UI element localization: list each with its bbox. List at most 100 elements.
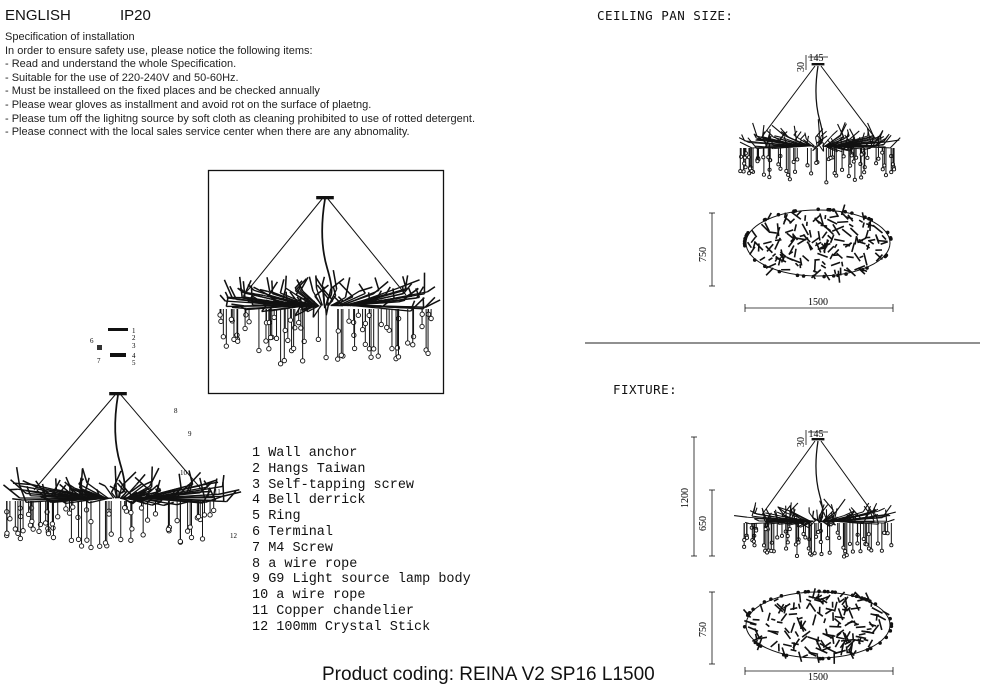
branch: [827, 245, 835, 253]
part-item: 5 Ring: [252, 509, 301, 525]
branch: [84, 477, 90, 494]
branch: [253, 289, 303, 307]
crystal-drop: [425, 350, 431, 357]
crystal-drop: [755, 159, 760, 164]
fixture-title: FIXTURE:: [613, 382, 678, 397]
branch: [744, 140, 795, 147]
crystal: [868, 599, 872, 603]
branch: [812, 145, 817, 152]
branch: [826, 647, 838, 654]
callout-number: 4: [132, 352, 136, 360]
branch: [789, 257, 802, 264]
branch: [871, 508, 879, 514]
branch: [780, 138, 807, 147]
branch: [382, 300, 391, 307]
branch: [848, 223, 854, 228]
crystal: [833, 590, 837, 595]
wire-rope: [820, 440, 875, 516]
callout-number: 8: [174, 407, 178, 415]
crystal-drop: [850, 549, 855, 554]
crystal: [806, 589, 811, 594]
branch: [326, 288, 332, 306]
branch: [853, 621, 858, 626]
branch: [145, 488, 162, 505]
crystal-drop: [75, 514, 81, 520]
branch: [833, 269, 837, 275]
branch: [840, 145, 891, 149]
branch: [814, 258, 820, 261]
crystal-drop: [803, 535, 808, 540]
crystal: [796, 590, 800, 595]
branch: [751, 504, 756, 517]
part-item: 2 Hangs Taiwan: [252, 461, 366, 477]
branch: [822, 641, 832, 649]
branch: [822, 145, 832, 149]
branch: [882, 134, 892, 146]
branch: [829, 625, 842, 628]
crystal-drop: [359, 326, 366, 333]
product-photo-frame: [207, 169, 445, 395]
branch: [821, 231, 828, 239]
branch: [788, 612, 798, 616]
branch: [815, 242, 822, 253]
branch: [868, 507, 875, 523]
branch: [150, 466, 153, 488]
branch: [797, 651, 803, 663]
wire-rope: [761, 440, 816, 516]
crystal-drop: [375, 353, 381, 359]
crystal-drop: [29, 518, 35, 525]
branch: [878, 507, 885, 512]
part-item: 6 Terminal: [252, 524, 334, 540]
branch: [799, 134, 806, 140]
branch: [833, 243, 838, 249]
crystal-drop: [129, 526, 135, 532]
crystal: [889, 622, 894, 626]
crystal-drop: [12, 526, 18, 532]
branch: [765, 516, 771, 525]
branch: [821, 260, 826, 266]
crystal-drop: [855, 541, 860, 546]
branch: [840, 643, 845, 656]
branch: [54, 478, 58, 490]
crystal-drop: [323, 354, 329, 361]
branch: [17, 488, 86, 499]
crystal-drop: [267, 334, 274, 341]
branch: [779, 253, 783, 259]
crystal-drop: [410, 333, 417, 340]
crystal: [844, 272, 848, 276]
crystal-drop: [749, 525, 754, 530]
crystal-drop: [243, 312, 249, 318]
crystal: [826, 207, 830, 212]
crystal-drop: [395, 354, 402, 360]
crystal: [827, 656, 831, 661]
crystal-drop: [70, 504, 76, 510]
branch: [333, 296, 354, 307]
branch: [734, 514, 748, 518]
branch: [406, 288, 419, 298]
branch: [308, 276, 314, 292]
crystal-drop: [419, 311, 425, 317]
crystal-drop: [882, 530, 887, 535]
callout-number: 7: [97, 357, 101, 365]
branch: [779, 131, 788, 140]
branch: [321, 276, 326, 285]
branch: [777, 603, 785, 614]
crystal: [860, 596, 864, 600]
branch: [850, 642, 854, 653]
branch: [771, 253, 777, 258]
branch: [858, 238, 864, 242]
crystal-drop: [108, 531, 114, 537]
pan-height-label: 30: [796, 437, 807, 447]
branch: [266, 294, 283, 305]
branch: [832, 511, 864, 522]
branch: [187, 471, 202, 487]
branch: [845, 267, 856, 277]
crystal-drop: [338, 352, 344, 358]
branch: [812, 214, 822, 223]
branch: [337, 296, 344, 302]
branch: [814, 241, 822, 247]
crystal: [751, 607, 755, 612]
crystal-drop: [847, 541, 852, 546]
crystal-drop: [785, 533, 790, 539]
